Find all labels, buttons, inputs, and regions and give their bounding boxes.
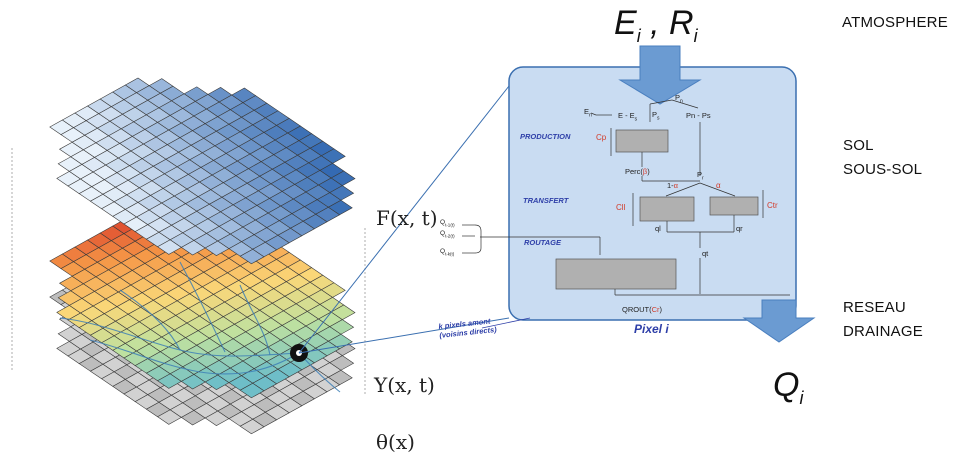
projection-line-top xyxy=(298,85,510,354)
label-ps: Ps xyxy=(652,110,660,122)
upstream-note-pointer xyxy=(481,317,531,329)
pixel-box-title: Pixel i xyxy=(634,322,669,336)
output-q: Q xyxy=(773,366,800,404)
input-r: R xyxy=(669,4,694,42)
input-label: Ei , Ri xyxy=(614,4,698,47)
upstream-qk: Qt-k(t) xyxy=(440,248,455,257)
label-perc: Perc(β) xyxy=(625,167,650,176)
river-segment xyxy=(239,284,271,356)
forcing-grid-cell xyxy=(330,170,356,186)
output-label: Qi xyxy=(773,366,803,409)
state-grid-cell xyxy=(327,333,353,350)
upstream-q1: Qt-1(t) xyxy=(440,219,455,228)
label-reseau: RESEAU xyxy=(843,299,906,316)
state-grid-cell xyxy=(330,304,356,320)
section-transfert: TRANSFERT xyxy=(523,196,569,205)
label-pn: Pn xyxy=(675,93,683,105)
layer-label-state: Y(x, t) xyxy=(374,373,435,397)
label-sol: SOL xyxy=(843,137,874,154)
label-qt: qt xyxy=(702,249,709,258)
label-one-minus-alpha: 1-α xyxy=(667,181,679,190)
input-comma: , xyxy=(650,4,660,42)
label-pn-ps: Pn - Ps xyxy=(686,111,711,120)
label-drainage: DRAINAGE xyxy=(843,323,923,340)
forcing-grid-cell xyxy=(327,199,353,216)
label-sous-sol: SOUS-SOL xyxy=(843,161,923,178)
input-r-index: i xyxy=(693,25,698,46)
state-grid-cell xyxy=(329,319,355,335)
label-atmosphere: ATMOSPHERE xyxy=(842,14,948,31)
upstream-q2: Qt-2(t) xyxy=(440,230,455,239)
production-schematic xyxy=(480,99,790,296)
label-ql: ql xyxy=(655,224,661,233)
upstream-bracket xyxy=(462,224,482,254)
input-e: E xyxy=(614,4,637,42)
outflow-arrow xyxy=(742,299,816,343)
river-segment xyxy=(89,339,300,375)
inflow-arrow xyxy=(618,45,702,105)
label-pr: Pr xyxy=(697,170,704,182)
input-e-index: i xyxy=(636,25,641,46)
state-grid-cell xyxy=(320,282,346,298)
forcing-grid-layer xyxy=(49,77,356,265)
river-segment xyxy=(119,289,181,351)
parameter-grid-cell xyxy=(329,355,355,371)
label-cp: Cp xyxy=(596,133,607,142)
forcing-grid-cell xyxy=(320,148,346,164)
layer-label-params: θ(x) xyxy=(376,430,415,454)
layer-label-forcing: F(x, t) xyxy=(376,206,438,230)
section-routage: ROUTAGE xyxy=(524,238,561,247)
label-cll: Cll xyxy=(616,203,626,212)
projection-line-bottom xyxy=(298,317,510,354)
label-en: En xyxy=(584,107,592,119)
parameter-grid-cell xyxy=(327,369,353,386)
label-e-minus-es: E - Es xyxy=(618,111,638,123)
forcing-grid-cell xyxy=(329,185,355,201)
section-production: PRODUCTION xyxy=(520,132,571,141)
label-qrout: QROUT(Cr) xyxy=(622,305,663,314)
output-q-index: i xyxy=(799,387,804,408)
river-network xyxy=(59,261,341,393)
label-qr: qr xyxy=(736,224,743,233)
label-ctr: Ctr xyxy=(767,201,778,210)
river-segment xyxy=(179,261,226,353)
label-alpha: α xyxy=(716,181,721,190)
